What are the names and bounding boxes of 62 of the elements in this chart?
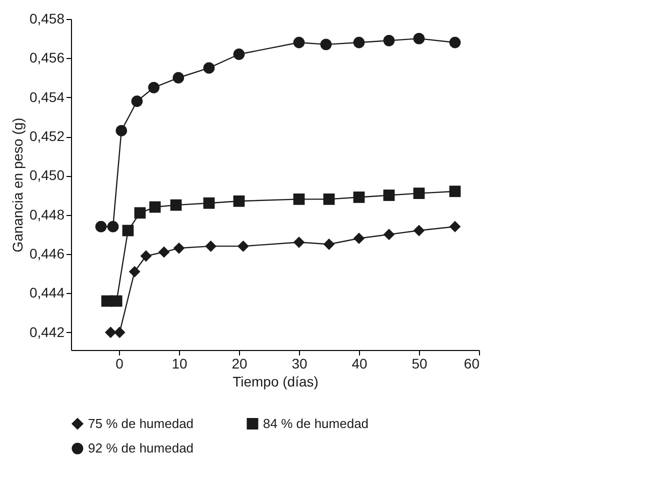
point: [323, 193, 335, 205]
point: [449, 186, 461, 198]
y-tick-label: 0,450: [29, 167, 65, 184]
point: [170, 199, 182, 211]
x-tick-label: 30: [292, 356, 308, 372]
legend-label: 84 % de humedad: [263, 416, 369, 431]
y-tick-label: 0,456: [29, 50, 65, 66]
point: [158, 246, 170, 258]
point: [205, 240, 216, 252]
point: [449, 36, 461, 48]
point: [203, 62, 215, 74]
point: [172, 72, 184, 84]
point: [173, 242, 185, 254]
point: [293, 36, 305, 48]
y-axis-title: Ganancia en peso (g): [9, 118, 26, 252]
y-tick-label: 0,458: [29, 10, 65, 26]
point: [323, 238, 335, 250]
point: [104, 326, 116, 338]
x-tick-label: 20: [232, 356, 248, 372]
y-tick-label: 0,444: [29, 284, 65, 301]
x-tick-label: 60: [464, 356, 480, 372]
point: [128, 266, 140, 278]
point: [131, 96, 143, 107]
point: [413, 32, 425, 44]
point: [149, 201, 161, 213]
x-tick-label: 0: [116, 356, 124, 372]
point: [148, 82, 160, 94]
y-tick-label: 0,442: [29, 324, 65, 340]
point: [116, 124, 128, 136]
legend-label: 75 % de humedad: [88, 416, 194, 431]
y-tick-label: 0,452: [29, 128, 65, 144]
point: [320, 38, 332, 50]
point: [449, 220, 461, 232]
point: [134, 207, 146, 219]
point: [353, 232, 365, 244]
point: [203, 197, 215, 209]
point: [413, 188, 425, 200]
point: [95, 220, 107, 232]
point: [238, 240, 249, 252]
point: [353, 192, 365, 203]
point: [140, 250, 152, 262]
point: [293, 193, 305, 205]
point: [114, 326, 126, 338]
x-tick-label: 40: [352, 356, 368, 372]
legend-label: 92 % de humedad: [88, 440, 194, 456]
point: [413, 224, 425, 236]
x-axis-title: Tiempo (días): [232, 374, 318, 390]
x-tick-label: 10: [172, 356, 188, 372]
point: [110, 295, 122, 307]
point: [122, 224, 134, 236]
point: [383, 190, 395, 201]
y-tick-label: 0,446: [29, 246, 65, 262]
point: [353, 36, 365, 48]
y-tick-label: 0,454: [29, 88, 65, 105]
point: [383, 228, 395, 240]
y-tick-label: 0,448: [29, 206, 65, 222]
point: [383, 34, 395, 46]
point: [293, 236, 305, 248]
point: [107, 220, 119, 232]
point: [233, 48, 245, 60]
x-tick-label: 50: [412, 356, 428, 372]
point: [233, 195, 245, 207]
